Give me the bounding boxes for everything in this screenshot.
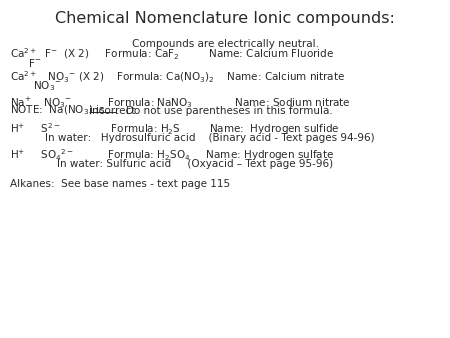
Text: Chemical Nomenclature Ionic compounds:: Chemical Nomenclature Ionic compounds:	[55, 11, 395, 26]
Text: Compounds are electrically neutral.: Compounds are electrically neutral.	[131, 39, 319, 49]
Text: NO$_3$$^{-}$: NO$_3$$^{-}$	[33, 79, 62, 93]
Text: F$^{-}$: F$^{-}$	[28, 57, 41, 69]
Text: Alkanes:  See base names - text page 115: Alkanes: See base names - text page 115	[10, 179, 230, 189]
Text: NOTE:  Na(NO$_3$) is: NOTE: Na(NO$_3$) is	[10, 104, 106, 117]
Text: Na$^{+}$    NO$_3$$^{-}$           Formula: NaNO$_3$             Name: Sodium ni: Na$^{+}$ NO$_3$$^{-}$ Formula: NaNO$_3$ …	[10, 95, 351, 110]
Text: In water: Sulfuric acid     (Oxyacid – Text page 95-96): In water: Sulfuric acid (Oxyacid – Text …	[57, 159, 333, 169]
Text: incorrect: incorrect	[89, 105, 135, 116]
Text: .  Do not use parentheses in this formula.: . Do not use parentheses in this formula…	[116, 105, 333, 116]
Text: Ca$^{2+}$  F$^{-}$  (X 2)     Formula: CaF$_2$         Name: Calcium Fluoride: Ca$^{2+}$ F$^{-}$ (X 2) Formula: CaF$_2$…	[10, 47, 334, 63]
Text: In water:   Hydrosulfuric acid    (Binary acid - Text pages 94-96): In water: Hydrosulfuric acid (Binary aci…	[45, 132, 374, 143]
Text: H$^{+}$     S$^{2-}$               Formula: H$_2$S         Name:  Hydrogen sulfi: H$^{+}$ S$^{2-}$ Formula: H$_2$S Name: H…	[10, 121, 340, 137]
Text: H$^{+}$     SO$_4$$^{2-}$          Formula: H$_2$SO$_4$     Name: Hydrogen sulfa: H$^{+}$ SO$_4$$^{2-}$ Formula: H$_2$SO$_…	[10, 148, 334, 163]
Text: Ca$^{2+}$   NO$_3$$^{-}$ (X 2)    Formula: Ca(NO$_3$)$_2$    Name: Calcium nitra: Ca$^{2+}$ NO$_3$$^{-}$ (X 2) Formula: Ca…	[10, 70, 345, 86]
